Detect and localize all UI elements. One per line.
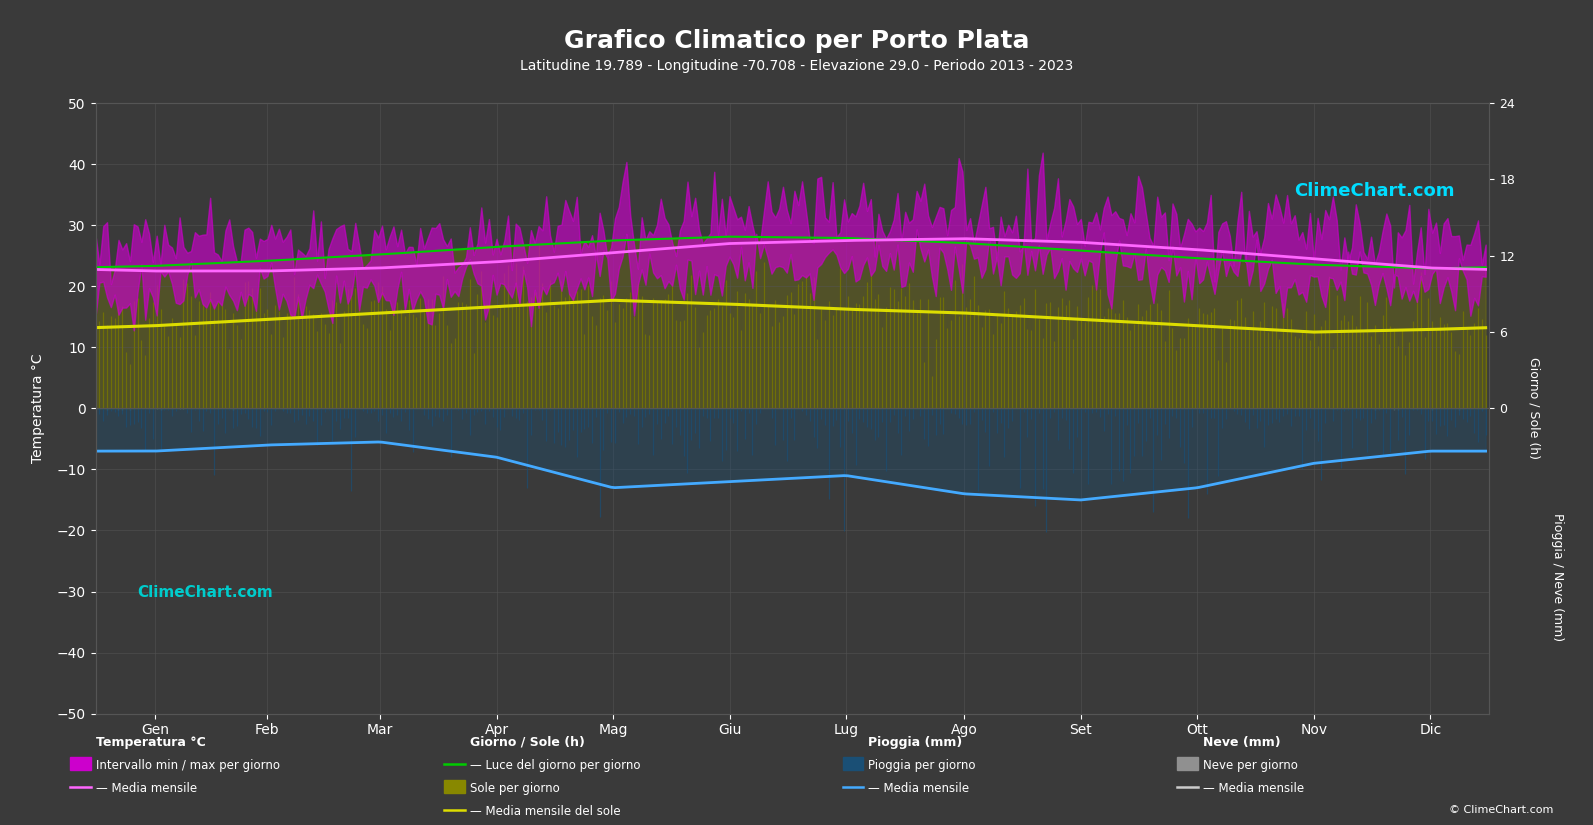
Text: Intervallo min / max per giorno: Intervallo min / max per giorno	[96, 759, 280, 772]
Text: Pioggia per giorno: Pioggia per giorno	[868, 759, 975, 772]
Text: ClimeChart.com: ClimeChart.com	[1294, 182, 1454, 200]
Text: Grafico Climatico per Porto Plata: Grafico Climatico per Porto Plata	[564, 29, 1029, 53]
Text: Sole per giorno: Sole per giorno	[470, 782, 559, 795]
Text: ClimeChart.com: ClimeChart.com	[137, 586, 272, 601]
Y-axis label: Temperatura °C: Temperatura °C	[32, 354, 46, 463]
Text: Pioggia / Neve (mm): Pioggia / Neve (mm)	[1552, 513, 1564, 642]
Text: © ClimeChart.com: © ClimeChart.com	[1448, 805, 1553, 815]
Text: Temperatura °C: Temperatura °C	[96, 736, 205, 749]
Text: Neve per giorno: Neve per giorno	[1203, 759, 1298, 772]
Text: — Media mensile: — Media mensile	[868, 782, 969, 795]
Text: — Media mensile: — Media mensile	[96, 782, 196, 795]
Text: — Media mensile: — Media mensile	[1203, 782, 1303, 795]
Y-axis label: Giorno / Sole (h): Giorno / Sole (h)	[1528, 357, 1540, 460]
Text: — Luce del giorno per giorno: — Luce del giorno per giorno	[470, 759, 640, 772]
Text: Pioggia (mm): Pioggia (mm)	[868, 736, 962, 749]
Text: Giorno / Sole (h): Giorno / Sole (h)	[470, 736, 585, 749]
Text: Latitudine 19.789 - Longitudine -70.708 - Elevazione 29.0 - Periodo 2013 - 2023: Latitudine 19.789 - Longitudine -70.708 …	[519, 59, 1074, 73]
Text: — Media mensile del sole: — Media mensile del sole	[470, 805, 621, 818]
Text: Neve (mm): Neve (mm)	[1203, 736, 1281, 749]
